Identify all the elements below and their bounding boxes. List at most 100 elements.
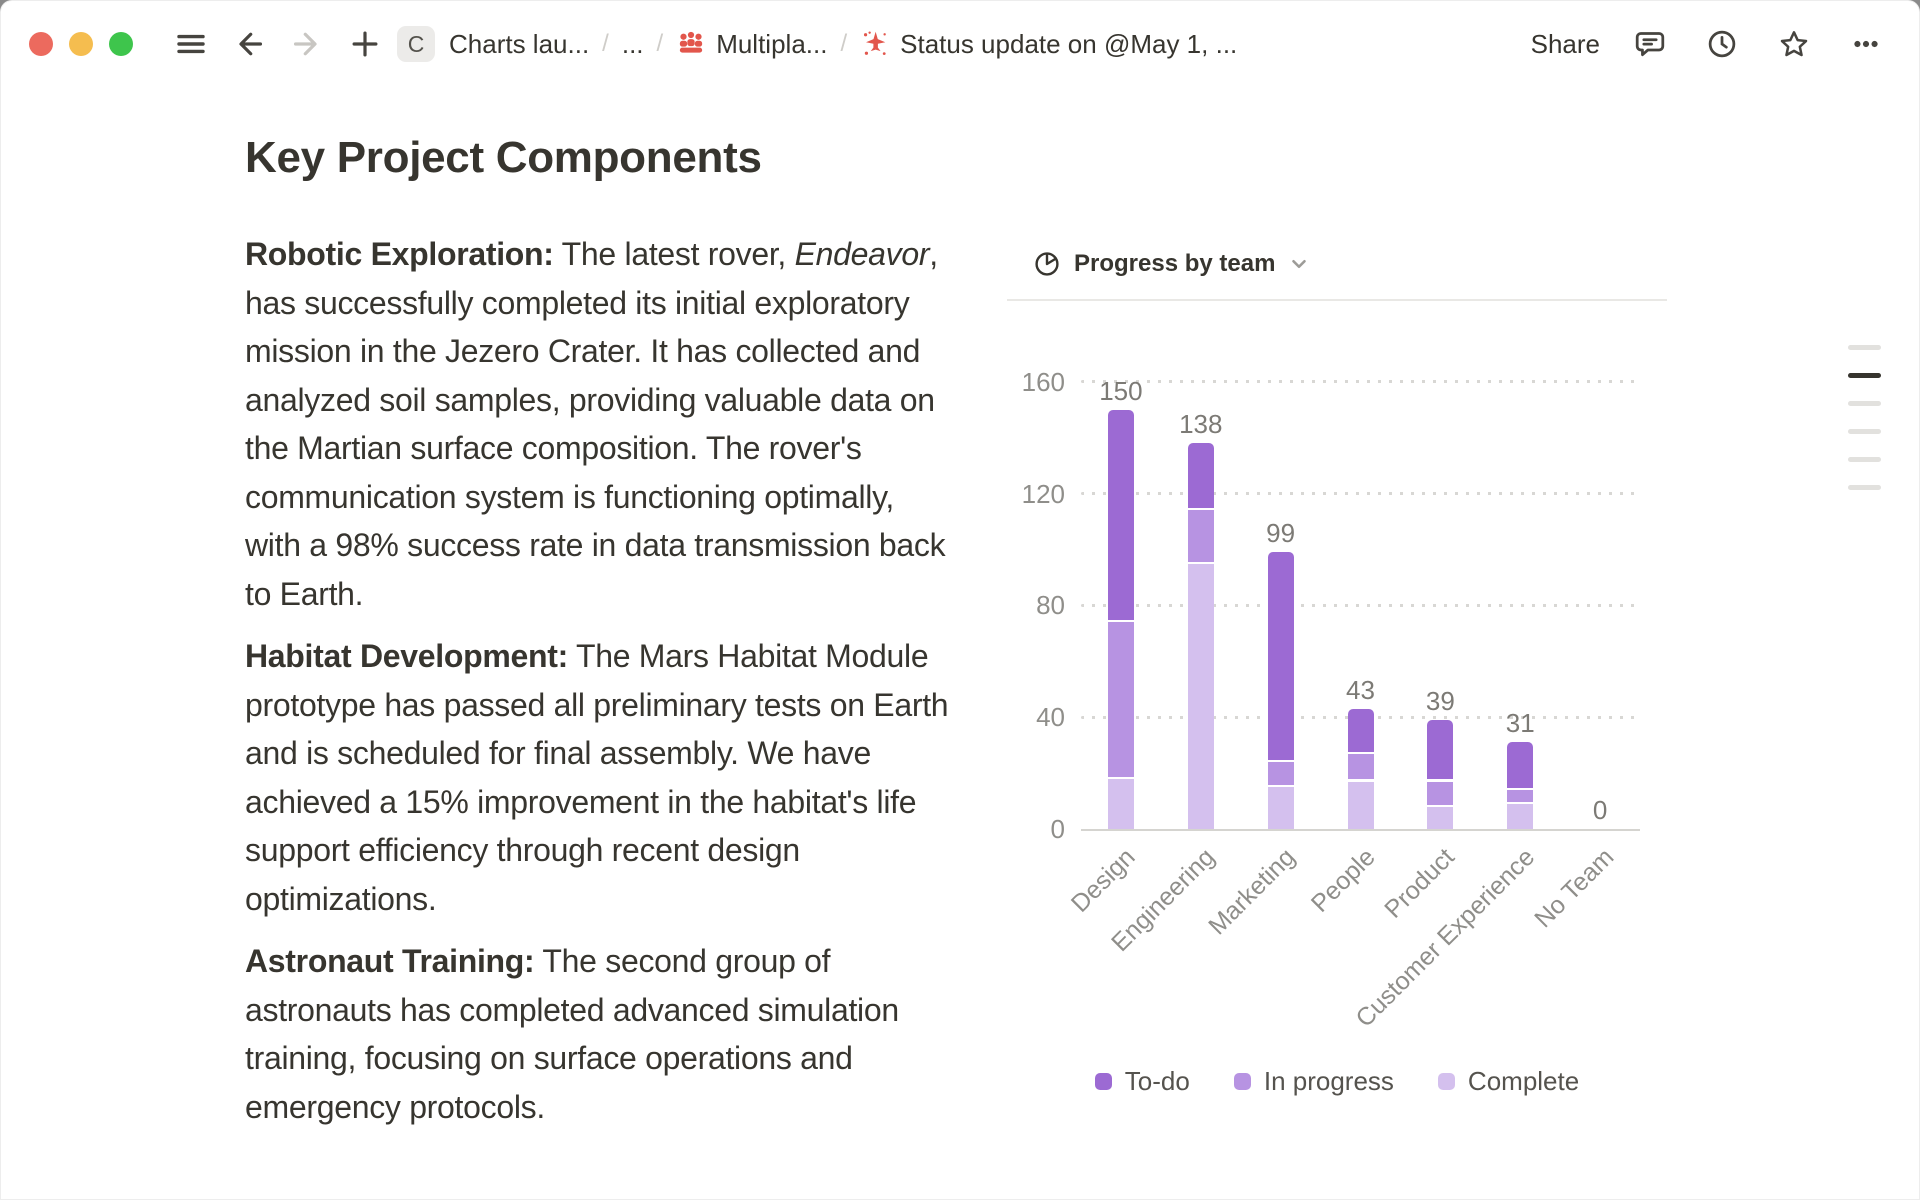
paragraph-text: The latest rover, <box>553 236 795 272</box>
new-page-button[interactable] <box>343 22 387 66</box>
chart-header-divider <box>1007 299 1667 301</box>
outline-line[interactable] <box>1848 429 1881 434</box>
bar-value-label: 150 <box>1099 375 1143 406</box>
outline-line[interactable] <box>1848 345 1881 350</box>
bar-segment-to-do[interactable] <box>1187 443 1214 511</box>
document-body: Key Project Components Robotic Explorati… <box>245 130 957 1131</box>
star-icon <box>1778 28 1810 60</box>
chart-block: Progress by team 0 40 80 120 160 150 Design 138… <box>1007 230 1667 1200</box>
x-axis-category-label: Design <box>1065 843 1141 918</box>
outline-line[interactable] <box>1848 485 1881 490</box>
bar-segment-in-progress[interactable] <box>1267 761 1294 788</box>
bar-segment-to-do[interactable] <box>1107 409 1134 623</box>
legend-swatch <box>1437 1073 1455 1090</box>
more-options-button[interactable] <box>1844 22 1888 66</box>
sidebar-menu-button[interactable] <box>169 22 213 66</box>
back-button[interactable] <box>227 22 271 66</box>
bar-segment-complete[interactable] <box>1107 778 1134 829</box>
more-icon <box>1850 28 1882 60</box>
favorite-button[interactable] <box>1772 22 1816 66</box>
page-title[interactable]: Key Project Components <box>245 133 762 182</box>
bar-segment-in-progress[interactable] <box>1507 789 1534 804</box>
close-window-button[interactable] <box>29 32 53 56</box>
paragraph-astronaut-training[interactable]: Astronaut Training: The second group of … <box>245 937 957 1131</box>
breadcrumb: Charts lau... / ... / Multipla... / <box>449 29 1237 60</box>
breadcrumb-item-ellipsis[interactable]: ... <box>621 28 644 59</box>
bar-value-label: 138 <box>1179 409 1223 440</box>
share-button[interactable]: Share <box>1530 28 1600 59</box>
bar-value-label: 43 <box>1346 674 1375 705</box>
legend-item-complete[interactable]: Complete <box>1437 1066 1580 1097</box>
hamburger-icon <box>175 28 207 60</box>
paragraph-habitat-development[interactable]: Habitat Development: The Mars Habitat Mo… <box>245 632 957 923</box>
breadcrumb-separator: / <box>602 30 609 57</box>
bar-value-label: 0 <box>1592 795 1608 825</box>
bar-segment-in-progress[interactable] <box>1427 781 1454 807</box>
bar-segment-complete[interactable] <box>1187 563 1214 829</box>
legend-label: In progress <box>1263 1066 1394 1096</box>
bar-segment-complete[interactable] <box>1507 803 1534 829</box>
bar-segment-to-do[interactable] <box>1267 552 1294 762</box>
y-axis-tick-label: 120 <box>1021 478 1065 509</box>
breadcrumb-item-label: Status update on @May 1, ... <box>900 28 1238 59</box>
legend-item-to-do[interactable]: To-do <box>1094 1066 1190 1097</box>
comments-button[interactable] <box>1628 22 1672 66</box>
breadcrumb-item-label: Multipla... <box>716 28 828 59</box>
legend-label: To-do <box>1124 1066 1190 1096</box>
outline-line[interactable] <box>1848 401 1881 406</box>
workspace-badge[interactable]: C <box>397 26 435 62</box>
bar-segment-to-do[interactable] <box>1507 742 1534 790</box>
gridline <box>1081 492 1640 496</box>
chevron-down-icon <box>1288 253 1310 275</box>
bar-value-label: 99 <box>1266 518 1296 549</box>
legend-item-in-progress[interactable]: In progress <box>1233 1066 1394 1097</box>
outline-indicator <box>1848 345 1881 490</box>
legend-label: Complete <box>1467 1066 1580 1096</box>
zoom-window-button[interactable] <box>109 32 133 56</box>
paragraph-robotic-exploration[interactable]: Robotic Exploration: The latest rover, E… <box>245 230 957 618</box>
paragraph-italic: Endeavor <box>794 236 930 272</box>
back-icon <box>233 28 265 60</box>
gridline <box>1081 603 1640 607</box>
breadcrumb-item-3[interactable]: Status update on @May 1, ... <box>860 29 1237 60</box>
y-axis-tick-label: 160 <box>1021 366 1065 397</box>
paragraph-label: Robotic Exploration: <box>245 236 554 272</box>
chart-plot: 0 40 80 120 160 150 Design 138 Engineering 99 Mark… <box>1007 310 1667 1033</box>
forward-icon <box>291 28 323 60</box>
bar-segment-in-progress[interactable] <box>1187 510 1214 564</box>
chart-header[interactable]: Progress by team <box>1033 244 1310 284</box>
paragraph-label: Habitat Development: <box>245 638 568 674</box>
y-axis-tick-label: 0 <box>1050 814 1065 844</box>
legend-swatch <box>1094 1073 1112 1090</box>
paragraph-label: Astronaut Training: <box>245 943 535 979</box>
x-axis-line <box>1081 829 1640 831</box>
gridline <box>1081 380 1640 384</box>
paragraph-text: The Mars Habitat Module prototype has pa… <box>245 638 949 917</box>
outline-line[interactable] <box>1848 457 1881 462</box>
paragraph-text: The second group of astronauts has compl… <box>245 943 899 1125</box>
bar-value-label: 31 <box>1505 708 1535 739</box>
bar-segment-complete[interactable] <box>1427 806 1454 829</box>
minimize-window-button[interactable] <box>69 32 93 56</box>
bar-value-label: 39 <box>1425 686 1455 717</box>
bar-segment-complete[interactable] <box>1267 787 1294 829</box>
x-axis-category-label: People <box>1305 843 1381 918</box>
people-icon <box>676 29 706 59</box>
chart-title: Progress by team <box>1074 250 1276 277</box>
bar-segment-in-progress[interactable] <box>1347 753 1374 782</box>
breadcrumb-item-1[interactable]: Charts lau... <box>449 28 590 59</box>
topbar: C Charts lau... / ... / Multipla... / <box>0 0 1920 88</box>
comment-icon <box>1634 28 1666 60</box>
x-axis-category-label: Marketing <box>1203 843 1301 941</box>
bar-segment-to-do[interactable] <box>1347 708 1374 754</box>
bar-segment-in-progress[interactable] <box>1107 622 1134 779</box>
history-clock-icon <box>1706 28 1738 60</box>
outline-line[interactable] <box>1848 373 1881 378</box>
breadcrumb-item-2[interactable]: Multipla... <box>676 29 827 60</box>
paragraph-text: , has successfully completed its initial… <box>245 236 946 612</box>
forward-button[interactable] <box>285 22 329 66</box>
bar-segment-to-do[interactable] <box>1427 720 1454 782</box>
bar-segment-complete[interactable] <box>1347 781 1374 829</box>
history-button[interactable] <box>1700 22 1744 66</box>
